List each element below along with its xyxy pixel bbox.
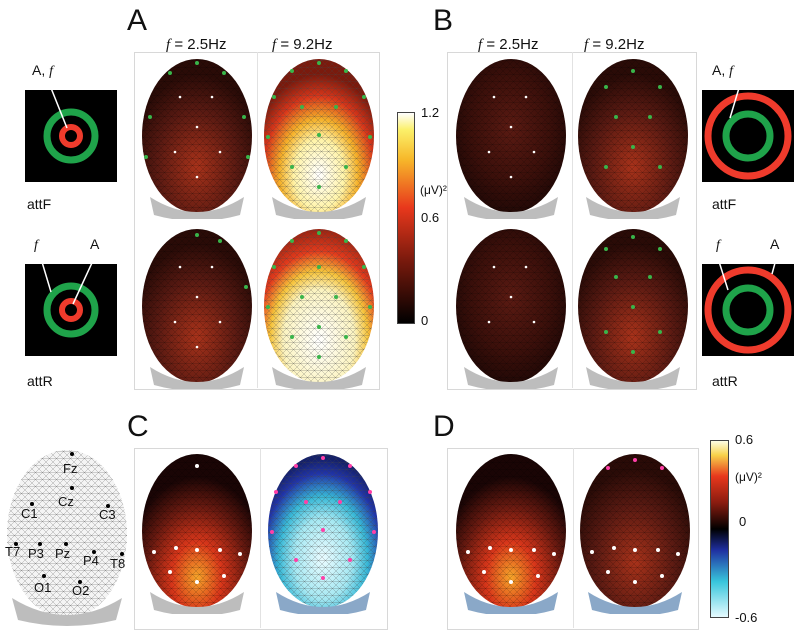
head-a-attr-9p2hz [264,229,374,389]
colorbar-power-unit: (μV)² [420,183,447,197]
electrode-p4: P4 [83,553,99,568]
colorbar-difference [710,440,729,618]
electrode-c3: C3 [99,507,116,522]
colorbar-difference-min: -0.6 [735,610,758,625]
stim-a-attr-f: f [34,238,38,253]
electrode-c1: C1 [21,506,38,521]
head-d-diff-9p2hz [580,454,690,614]
head-c-diff-2p5hz [142,454,252,614]
panel-label-b: B [433,4,454,37]
colorbar-difference-unit: (μV)² [735,470,762,484]
head-c-diff-9p2hz [268,454,378,614]
colorbar-power-min: 0 [421,313,429,328]
head-a-attr-2p5hz [142,229,252,389]
stimulus-b-attr [702,264,794,356]
stimulus-b-attf [702,90,794,182]
stim-b-attf-label: A, f [712,62,734,79]
electrode-t7: T7 [5,544,21,559]
head-d-diff-2p5hz [456,454,566,614]
head-a-attf-2p5hz [142,59,252,219]
electrode-o1: O1 [34,580,52,595]
head-b-attr-2p5hz [456,229,566,389]
panel-a-divider [257,52,258,388]
colorbar-power-max: 1.2 [421,105,440,120]
electrode-cz: Cz [58,494,74,509]
freq-label-a-left: f = 2.5Hz [166,36,227,53]
head-b-attf-9p2hz [578,59,688,219]
electrode-pz: Pz [55,546,71,561]
condition-a-attf: attF [27,196,52,212]
stimulus-a-attf [25,90,117,182]
electrode-o2: O2 [72,583,90,598]
head-electrode-map [7,450,127,626]
stimulus-a-attr [25,264,117,356]
head-b-attf-2p5hz [456,59,566,219]
colorbar-power-mid: 0.6 [421,210,440,225]
freq-label-b-left: f = 2.5Hz [478,36,539,53]
electrode-fz: Fz [63,461,78,476]
freq-label-b-right: f = 9.2Hz [584,36,645,53]
stim-b-attr-f: f [716,238,720,253]
panel-c-divider [260,448,261,628]
stim-a-attf-label: A, f [32,62,54,79]
colorbar-power [397,112,415,324]
electrode-t8: T8 [110,556,126,571]
panel-label-c: C [127,410,149,443]
stim-b-attr-a: A [770,236,780,252]
colorbar-difference-mid: 0 [739,514,747,529]
head-a-attf-9p2hz [264,59,374,219]
condition-a-attr: attR [27,373,53,389]
panel-b-divider [572,52,573,388]
electrode-p3: P3 [28,546,44,561]
panel-label-a: A [127,4,148,37]
condition-b-attr: attR [712,373,738,389]
head-b-attr-9p2hz [578,229,688,389]
freq-label-a-right: f = 9.2Hz [272,36,333,53]
colorbar-difference-max: 0.6 [735,432,754,447]
condition-b-attf: attF [712,196,737,212]
stim-a-attr-a: A [90,236,100,252]
panel-label-d: D [433,410,455,443]
panel-d-divider [573,448,574,628]
